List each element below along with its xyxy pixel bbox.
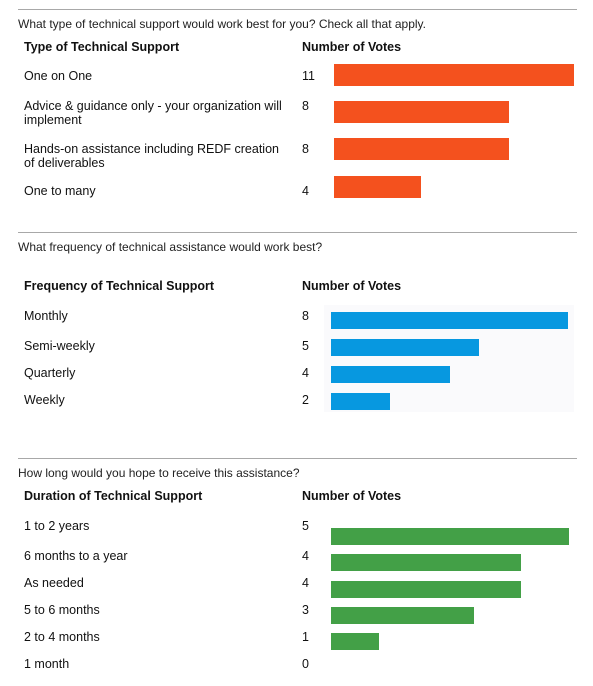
column-header-frequency: Frequency of Technical Support [24,279,215,293]
vote-bar [334,101,509,123]
vote-count: 4 [302,366,309,380]
category-label: One on One [24,69,93,83]
vote-count: 2 [302,393,309,407]
vote-bar [331,528,569,545]
vote-count: 3 [302,603,309,617]
column-header-votes: Number of Votes [302,40,402,54]
vote-bar [331,581,521,598]
question-2: What frequency of technical assistance w… [18,240,323,254]
column-header-votes: Number of Votes [302,489,402,503]
column-header-type: Type of Technical Support [24,40,180,54]
vote-count: 8 [302,142,309,156]
vote-bar [331,312,568,329]
vote-bar [331,554,521,571]
vote-bar [331,366,450,383]
category-label: 1 to 2 years [24,519,90,533]
vote-count: 4 [302,576,309,590]
section-divider-2 [18,232,577,233]
category-label: As needed [24,576,84,590]
vote-bar [331,607,474,624]
vote-bar [331,633,379,650]
vote-count: 0 [302,657,309,671]
vote-count: 5 [302,339,309,353]
section-divider-3 [18,458,577,459]
category-label: Monthly [24,309,68,323]
vote-count: 8 [302,309,309,323]
vote-bar [331,339,479,356]
vote-bar [334,64,574,86]
question-3: How long would you hope to receive this … [18,466,300,480]
category-label: Weekly [24,393,65,407]
vote-count: 11 [302,69,315,83]
vote-count: 1 [302,630,309,644]
category-label: One to many [24,184,96,198]
column-header-duration: Duration of Technical Support [24,489,203,503]
category-label: Semi-weekly [24,339,95,353]
vote-count: 4 [302,184,309,198]
question-1: What type of technical support would wor… [18,17,426,31]
category-label: 1 month [24,657,70,671]
vote-count: 5 [302,519,309,533]
category-label: Quarterly [24,366,76,380]
category-label: Advice & guidance only - your organizati… [24,99,282,127]
category-label: 5 to 6 months [24,603,100,617]
category-label: 2 to 4 months [24,630,100,644]
column-header-votes: Number of Votes [302,279,402,293]
vote-count: 8 [302,99,309,113]
section-divider-1 [18,9,577,10]
vote-bar [334,138,509,160]
category-label: Hands-on assistance including REDF creat… [24,142,279,170]
vote-count: 4 [302,549,309,563]
vote-bar [331,393,390,410]
vote-bar [334,176,421,198]
category-label: 6 months to a year [24,549,128,563]
